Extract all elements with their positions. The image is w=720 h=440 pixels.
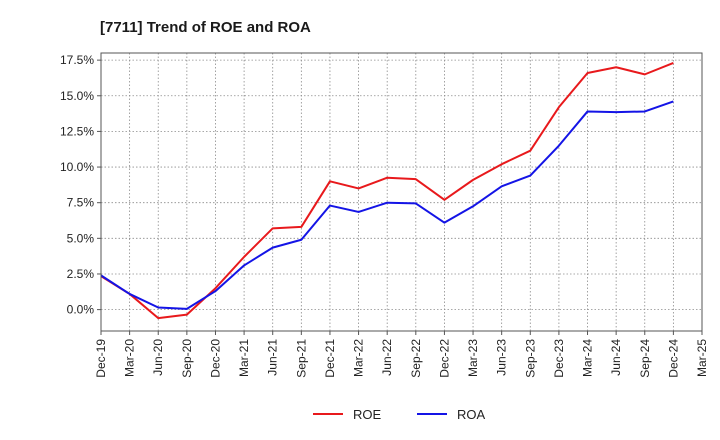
y-tick-label: 10.0% [60,160,94,174]
chart-title: [7711] Trend of ROE and ROA [100,19,311,36]
x-tick-label: Mar-23 [466,339,480,377]
y-tick-label: 5.0% [67,231,95,245]
y-tick-label: 12.5% [60,124,94,138]
y-tick-label: 0.0% [67,303,95,317]
plot-frame [100,52,703,332]
x-tick-label: Mar-20 [123,339,137,377]
x-tick-label: Mar-24 [581,339,595,377]
x-tick-label: Sep-24 [638,339,652,378]
x-tick-label: Jun-21 [266,339,280,376]
x-tick-label: Jun-24 [609,339,623,376]
legend: ROE ROA [313,407,486,422]
series-line-roa [100,100,674,310]
x-tick-label: Dec-23 [552,339,566,378]
y-tick-label: 2.5% [67,267,95,281]
x-tick-label: Dec-19 [94,339,108,378]
x-tick-label: Mar-22 [352,339,366,377]
y-tick-label: 15.0% [60,89,94,103]
x-tick-label: Dec-20 [208,339,222,378]
y-axis: 0.0% 2.5% 5.0% 7.5% 10.0% 12.5% 15.0% 17.5% [60,53,101,317]
y-tick-label: 7.5% [67,196,95,210]
x-tick-label: Sep-22 [409,339,423,378]
x-tick-label: Sep-20 [180,339,194,378]
series-layer [100,62,674,320]
legend-label-roa: ROA [457,407,486,422]
series-line-roe [100,62,674,320]
x-tick-label: Sep-23 [523,339,537,378]
x-tick-label: Jun-20 [151,339,165,376]
x-tick-label: Sep-21 [294,339,308,378]
x-tick-label: Jun-22 [380,339,394,376]
x-tick-label: Dec-22 [437,339,451,378]
y-tick-label: 17.5% [60,53,94,67]
x-tick-label: Jun-23 [495,339,509,376]
x-tick-label: Mar-21 [237,339,251,377]
legend-label-roe: ROE [353,407,382,422]
grid [101,53,702,331]
x-tick-label: Mar-25 [695,339,709,377]
x-tick-label: Dec-21 [323,339,337,378]
x-axis: Dec-19 Mar-20 Jun-20 Sep-20 Dec-20 Mar-21 Jun-… [94,331,709,378]
x-tick-label: Dec-24 [666,339,680,378]
